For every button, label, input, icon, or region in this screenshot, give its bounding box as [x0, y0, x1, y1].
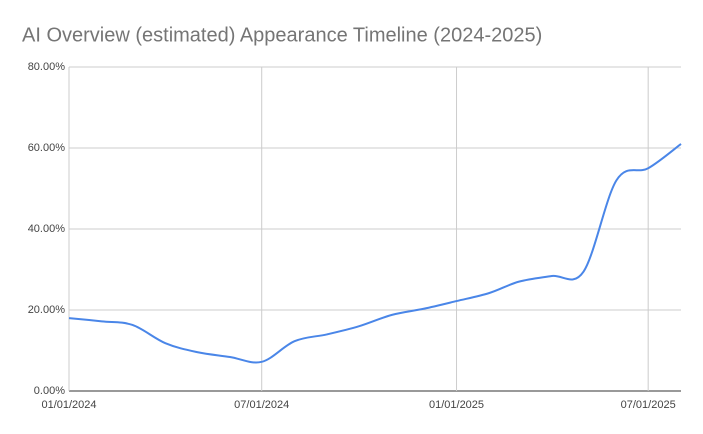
x-tick-label: 01/01/2025: [429, 399, 484, 411]
y-tick-label: 80.00%: [28, 61, 66, 73]
x-tick-label: 07/01/2025: [621, 399, 676, 411]
y-tick-label: 60.00%: [28, 142, 66, 154]
chart-title: AI Overview (estimated) Appearance Timel…: [22, 24, 542, 46]
y-tick-label: 20.00%: [28, 304, 66, 316]
x-tick-label: 07/01/2024: [234, 399, 289, 411]
x-tick-label: 01/01/2024: [41, 399, 96, 411]
y-tick-label: 0.00%: [34, 385, 65, 397]
data-line: [68, 143, 682, 364]
y-tick-label: 40.00%: [28, 223, 66, 235]
